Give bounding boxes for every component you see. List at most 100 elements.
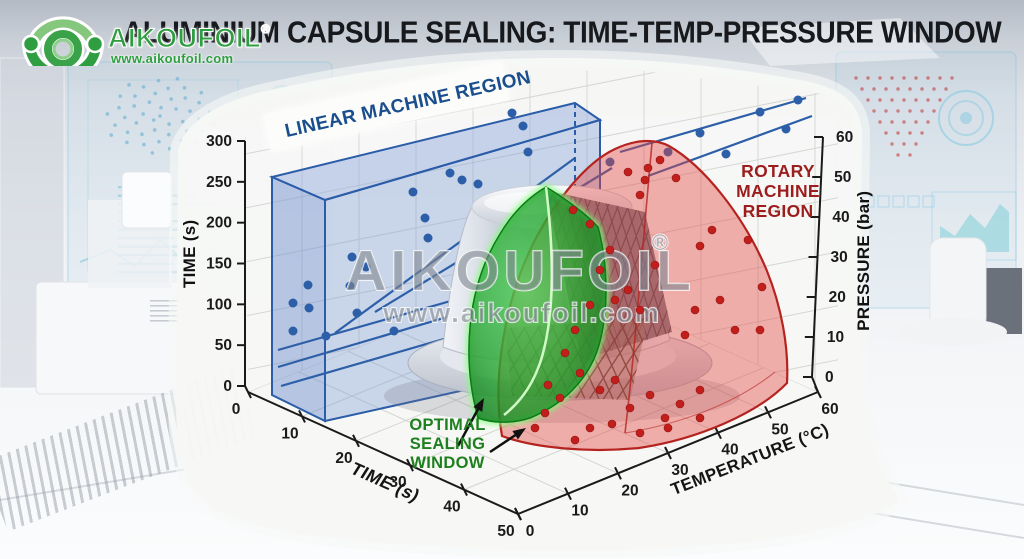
brand-website: www.aikoufoil.com <box>111 51 234 66</box>
red-data-point <box>635 428 645 438</box>
red-data-point <box>625 403 635 413</box>
blue-data-point <box>793 95 803 105</box>
red-data-point <box>560 348 570 358</box>
watermark: AIKOUFOIL® www.aikoufoil.com <box>344 229 694 329</box>
red-data-point <box>607 419 617 429</box>
capsule-logo-icon <box>21 16 105 66</box>
brand-logo: AIKOUFOIL® www.aikoufoil.com <box>20 4 270 66</box>
time-depth-tick: 10 <box>281 425 298 442</box>
time-vertical-tick: 100 <box>206 296 232 313</box>
watermark-website: www.aikoufoil.com <box>382 298 661 328</box>
temperature-tick: 20 <box>621 482 638 499</box>
red-data-point <box>610 295 620 305</box>
blue-data-point <box>288 326 298 336</box>
red-data-point <box>671 173 681 183</box>
temperature-tick: 60 <box>821 401 838 418</box>
red-data-point <box>540 408 550 418</box>
red-data-point <box>585 219 595 229</box>
watermark-registered: ® <box>652 230 668 255</box>
blue-data-point <box>347 252 357 262</box>
red-data-point <box>695 241 705 251</box>
red-data-point <box>690 305 700 315</box>
blue-data-point <box>389 326 399 336</box>
blue-data-point <box>605 157 615 167</box>
time-depth-tick: 30 <box>389 474 406 491</box>
red-data-point <box>555 393 565 403</box>
brand-name: AIKOUFOIL® <box>108 22 271 54</box>
red-data-point <box>660 413 670 423</box>
pressure-tick: 10 <box>827 329 844 346</box>
time-vertical-tick: 50 <box>215 337 232 354</box>
temperature-tick: 10 <box>571 503 588 520</box>
blue-data-point <box>345 281 355 291</box>
red-data-point <box>635 305 645 315</box>
blue-data-point <box>781 124 791 134</box>
red-data-point <box>640 175 650 185</box>
time-depth-tick: 0 <box>232 401 241 418</box>
blue-data-point <box>457 175 467 185</box>
red-data-point <box>663 423 673 433</box>
red-data-point <box>695 385 705 395</box>
red-data-point <box>715 295 725 305</box>
red-data-point <box>595 385 605 395</box>
red-data-point <box>675 399 685 409</box>
time-vertical-tick: 200 <box>206 215 232 232</box>
time-depth-tick: 40 <box>443 499 460 516</box>
blue-data-point <box>321 331 331 341</box>
time-vertical-tick: 300 <box>206 133 232 150</box>
watermark-brand: AIKOUFOIL <box>345 239 694 303</box>
blue-data-point <box>303 280 313 290</box>
blue-data-point <box>755 107 765 117</box>
blue-data-point <box>420 213 430 223</box>
pressure-tick: 30 <box>831 249 848 266</box>
pressure-tick: 60 <box>836 129 853 146</box>
pressure-tick: 0 <box>825 369 834 386</box>
axes <box>237 136 824 521</box>
red-data-point <box>610 375 620 385</box>
red-data-point <box>730 325 740 335</box>
red-data-point <box>623 167 633 177</box>
blue-data-point <box>695 128 705 138</box>
blue-data-point <box>288 298 298 308</box>
red-data-point <box>605 245 615 255</box>
blue-data-point <box>523 147 533 157</box>
red-data-point <box>655 155 665 165</box>
red-data-point <box>585 423 595 433</box>
blue-data-point <box>361 262 371 272</box>
red-data-point <box>695 413 705 423</box>
registered-mark: ® <box>260 22 271 37</box>
red-data-point <box>585 300 595 310</box>
time-vertical-tick: 250 <box>206 174 232 191</box>
red-data-point <box>645 390 655 400</box>
red-data-point <box>568 205 578 215</box>
red-data-point <box>543 380 553 390</box>
red-data-point <box>570 325 580 335</box>
pressure-tick: 50 <box>834 169 851 186</box>
red-data-point <box>707 225 717 235</box>
red-data-point <box>570 435 580 445</box>
red-data-point <box>680 330 690 340</box>
blue-data-point <box>408 187 418 197</box>
red-data-point <box>743 235 753 245</box>
blue-data-point <box>445 168 455 178</box>
blue-data-point <box>507 108 517 118</box>
blue-data-point <box>721 149 731 159</box>
time-depth-tick: 20 <box>335 450 352 467</box>
red-data-point <box>530 423 540 433</box>
blue-data-point <box>304 303 314 313</box>
red-data-point <box>575 368 585 378</box>
temperature-tick: 50 <box>771 421 788 438</box>
rotary-machine-scatter <box>530 155 767 445</box>
red-data-point <box>635 190 645 200</box>
red-data-point <box>643 163 653 173</box>
time-vertical-tick: 0 <box>223 378 232 395</box>
blue-data-point <box>423 233 433 243</box>
blue-data-point <box>473 179 483 189</box>
page-title: ALUMINIUM CAPSULE SEALING: TIME-TEMP-PRE… <box>123 15 1002 50</box>
annotation-arrows <box>456 398 526 454</box>
blue-data-point <box>352 308 362 318</box>
temperature-tick: 40 <box>721 442 738 459</box>
